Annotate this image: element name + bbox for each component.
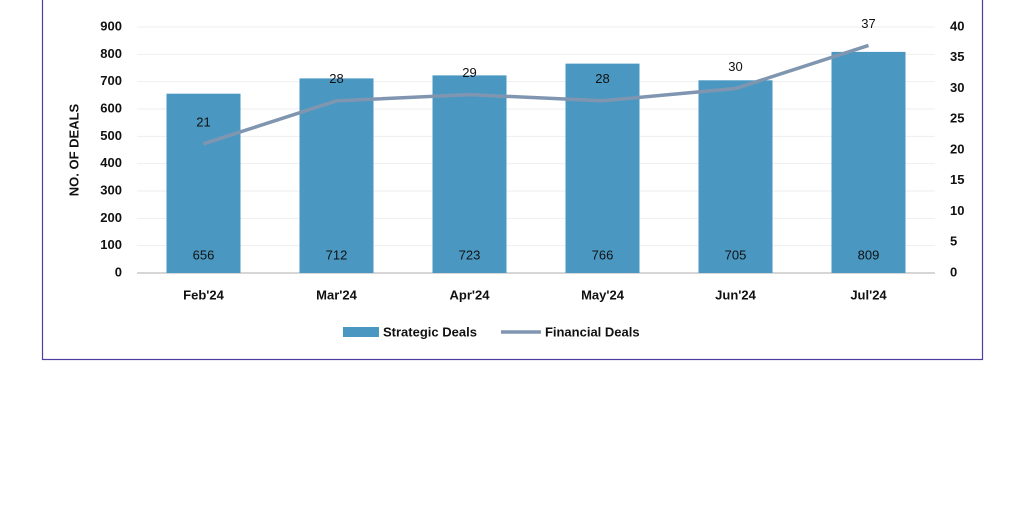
legend-swatch (343, 327, 379, 337)
x-tick-label: Mar'24 (316, 287, 357, 302)
x-tick-label: Jul'24 (850, 287, 887, 302)
line-value-label: 29 (462, 65, 476, 80)
x-tick-label: Apr'24 (450, 287, 491, 302)
line-value-label: 28 (329, 71, 343, 86)
bar-value-label: 712 (326, 247, 348, 262)
y-tick-label: 500 (100, 128, 122, 143)
line (202, 43, 870, 146)
x-tick-label: Feb'24 (183, 287, 224, 302)
bar (565, 63, 640, 274)
bar (831, 51, 906, 273)
y2-tick-label: 40 (950, 18, 964, 33)
bar-value-label: 723 (459, 247, 481, 262)
bar (166, 93, 241, 274)
bar (299, 78, 374, 274)
y-tick-label: 300 (100, 182, 122, 197)
y2-tick-label: 30 (950, 80, 964, 95)
y-tick-label: 900 (100, 18, 122, 33)
legend-label: Strategic Deals (383, 324, 477, 339)
line-value-label: 37 (861, 16, 875, 31)
y2-tick-label: 35 (950, 49, 964, 64)
y-tick-label: 700 (100, 73, 122, 88)
y-tick-label: 200 (100, 210, 122, 225)
x-tick-label: May'24 (581, 287, 625, 302)
bar-value-label: 705 (725, 247, 747, 262)
legend-label: Financial Deals (545, 324, 640, 339)
y2-tick-label: 5 (950, 234, 957, 249)
y2-tick-label: 10 (950, 203, 964, 218)
line-value-label: 30 (728, 59, 742, 74)
line-value-label: 21 (196, 114, 210, 129)
line-value-label: 28 (595, 71, 609, 86)
y-tick-label: 100 (100, 237, 122, 252)
y2-tick-label: 25 (950, 111, 964, 126)
y2-tick-label: 20 (950, 141, 964, 156)
bar (432, 75, 507, 273)
bar-value-label: 809 (858, 247, 880, 262)
x-tick-label: Jun'24 (715, 287, 756, 302)
y-tick-label: 800 (100, 46, 122, 61)
bar-value-label: 656 (193, 247, 215, 262)
y-axis-label: NO. OF DEALS (66, 103, 81, 196)
y-tick-label: 600 (100, 100, 122, 115)
bar (698, 80, 773, 273)
y-tick-label: 400 (100, 155, 122, 170)
y-tick-label: 0 (115, 264, 122, 279)
y2-tick-label: 15 (950, 172, 964, 187)
y2-tick-label: 0 (950, 264, 957, 279)
bar-value-label: 766 (592, 247, 614, 262)
